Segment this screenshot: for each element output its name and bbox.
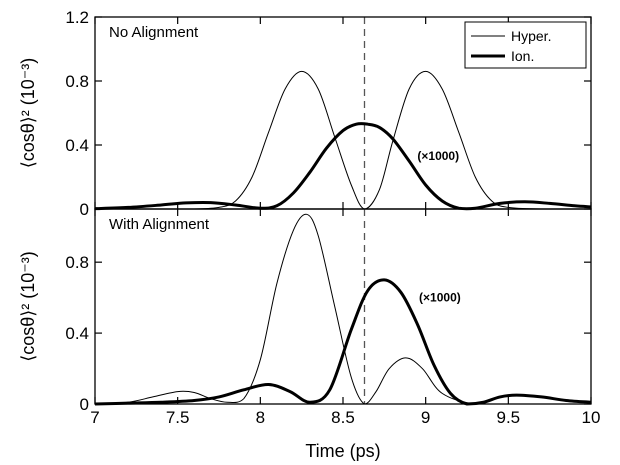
x-axis-label: Time (ps) [305,441,380,461]
panel-with-alignment: 0 0.4 0.8 7 7.5 8 8.5 9 9.5 10 With Alignment (×1… [18,208,601,427]
y-tick-label: 0.4 [65,136,89,155]
x-tick-label: 9.5 [497,408,521,427]
panel-title: No Alignment [109,24,199,41]
x-tick-label: 8.5 [331,408,355,427]
series-hyper-line [94,213,591,405]
series-ion-line [94,122,592,211]
scale-annotation: (×1000) [417,149,459,163]
x-tick-label: 7.5 [166,408,190,427]
scale-annotation: (×1000) [419,291,461,305]
y-tick-label: 0 [80,200,89,219]
x-tick-label: 10 [582,408,601,427]
y-axis-label: ⟨cosθ⟩² (10⁻³) [18,251,38,362]
legend-label-ion: Ion. [511,48,534,64]
x-tick-label: 8 [256,408,265,427]
panel-no-alignment: 0 0.4 0.8 1.2 No Alignment (×1000) Hyper. I… [18,8,592,219]
series-ion-line [94,278,592,406]
y-tick-label: 0.8 [65,72,89,91]
plot-frame [94,208,592,405]
y-tick-label: 0.8 [65,253,89,272]
legend-box [464,21,587,69]
series-hyper-line [95,70,591,210]
panel-title: With Alignment [109,216,210,233]
legend: Hyper. Ion. [464,21,587,69]
x-tick-label: 9 [421,408,430,427]
y-tick-label: 1.2 [65,8,89,27]
legend-label-hyper: Hyper. [511,28,551,44]
y-tick-label: 0 [80,395,89,414]
y-axis-label: ⟨cosθ⟩² (10⁻³) [18,58,38,169]
x-tick-label: 7 [90,408,99,427]
y-tick-label: 0.4 [65,324,89,343]
